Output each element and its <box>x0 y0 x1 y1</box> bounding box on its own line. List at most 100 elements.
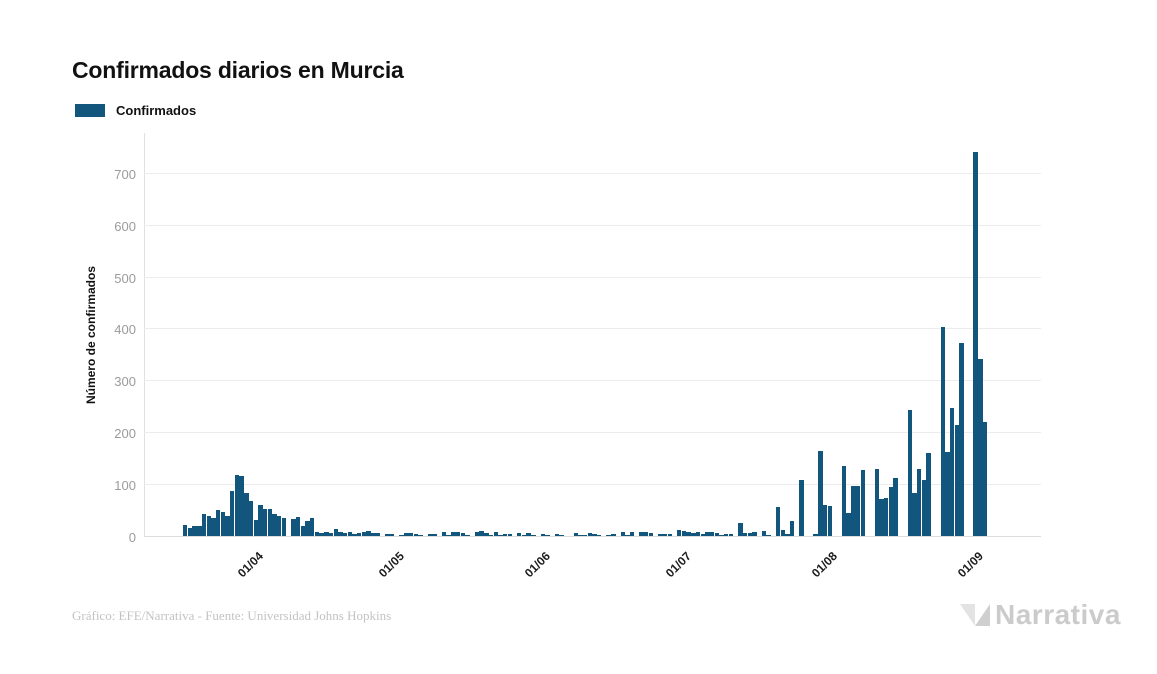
bar-20/08 <box>916 469 922 536</box>
bar-05/07 <box>700 534 705 536</box>
bar-03/09 <box>982 421 988 536</box>
x-axis-tick-labels: 01/04 01/05 01/06 01/07 01/08 01/09 <box>144 537 1041 597</box>
bar-04/06 <box>554 533 560 536</box>
bar-04/07 <box>695 532 701 536</box>
bar-11/08 <box>874 468 880 536</box>
gridline-100 <box>144 484 1041 486</box>
bar-05/06 <box>559 534 564 536</box>
y-tick-label-200: 200 <box>114 426 136 442</box>
bar-06/05 <box>418 534 423 536</box>
bar-20/03 <box>197 525 202 536</box>
bar-31/07 <box>822 504 828 536</box>
bar-09/07 <box>719 535 724 536</box>
bar-31/03 <box>248 500 254 536</box>
bar-25/03 <box>220 511 226 536</box>
bar-30/03 <box>244 492 249 536</box>
bar-25/04 <box>366 530 371 536</box>
x-tick-label-01-09: 01/09 <box>954 549 986 581</box>
y-tick-label-500: 500 <box>114 270 136 286</box>
bar-23/04 <box>357 533 362 536</box>
bar-15/08 <box>893 478 898 536</box>
bar-23/07 <box>785 533 790 536</box>
bar-18/07 <box>761 530 767 536</box>
bar-28/08 <box>954 425 959 536</box>
bar-22/07 <box>780 529 785 536</box>
bar-27/04 <box>375 533 381 536</box>
bar-03/05 <box>404 533 409 536</box>
y-axis-tick-labels: 0 100 200 300 400 500 600 700 <box>0 133 136 544</box>
bar-01/08 <box>827 505 832 536</box>
legend-label: Confirmados <box>116 103 197 118</box>
bar-29/04 <box>385 534 390 536</box>
bar-24/06 <box>648 532 654 536</box>
narrativa-logo-text: Narrativa <box>995 599 1121 630</box>
bar-08/08 <box>860 469 865 536</box>
bar-29/07 <box>813 534 818 536</box>
bar-19/06 <box>625 535 630 536</box>
x-axis-line <box>144 536 1041 537</box>
y-tick-label-100: 100 <box>114 478 136 494</box>
bar-23/03 <box>211 518 216 536</box>
narrativa-logo: Narrativa <box>958 599 1121 631</box>
bar-04/08 <box>841 465 847 536</box>
legend: Confirmados <box>75 103 196 118</box>
bar-16/06 <box>611 534 616 536</box>
bar-02/09 <box>978 358 983 536</box>
bar-02/04 <box>258 504 263 536</box>
bar-14/05 <box>455 531 461 536</box>
bar-26/03 <box>225 515 230 536</box>
bar-03/04 <box>262 508 268 536</box>
gridline-300 <box>144 380 1041 382</box>
bar-29/03 <box>239 476 244 536</box>
bar-11/04 <box>300 525 306 536</box>
gridline-500 <box>144 276 1041 278</box>
bar-06/07 <box>705 531 710 536</box>
bar-07/07 <box>709 532 715 536</box>
gridline-700 <box>144 172 1041 174</box>
bar-13/07 <box>738 523 743 536</box>
bar-20/06 <box>629 532 635 536</box>
bar-16/05 <box>465 534 470 536</box>
legend-swatch-icon <box>75 104 105 117</box>
bar-06/08 <box>851 486 856 536</box>
bar-03/07 <box>691 532 696 536</box>
bar-04/05 <box>408 532 414 536</box>
bar-23/06 <box>644 531 649 536</box>
bar-17/03 <box>183 524 188 536</box>
bar-01/06 <box>540 533 545 536</box>
bar-08/07 <box>714 533 720 536</box>
bar-chart-plot-area <box>144 133 1041 537</box>
bar-21/08 <box>921 479 927 536</box>
bar-26/04 <box>371 533 376 536</box>
bar-10/07 <box>724 533 729 536</box>
bar-20/05 <box>484 532 489 536</box>
bar-22/04 <box>352 533 357 536</box>
bar-24/03 <box>215 509 221 536</box>
bar-13/08 <box>884 497 889 536</box>
bar-01/09 <box>973 151 978 536</box>
bar-06/04 <box>277 516 282 536</box>
bar-13/06 <box>597 534 602 536</box>
bar-18/06 <box>620 532 625 536</box>
bar-14/07 <box>742 533 748 536</box>
bar-13/04 <box>310 518 315 536</box>
narrativa-logo-icon <box>960 604 990 626</box>
bar-12/04 <box>305 520 310 536</box>
bar-28/05 <box>521 534 527 536</box>
bar-15/07 <box>747 532 752 536</box>
bar-26/06 <box>658 533 663 536</box>
bar-05/05 <box>413 534 418 536</box>
bar-21/07 <box>775 507 781 536</box>
chart-source-credit: Gráfico: EFE/Narrativa - Fuente: Univers… <box>72 608 392 623</box>
bar-11/06 <box>587 533 593 536</box>
gridline-200 <box>144 432 1041 434</box>
bar-07/04 <box>281 517 287 536</box>
bar-09/06 <box>578 534 583 536</box>
y-tick-label-700: 700 <box>114 166 136 182</box>
bar-19/03 <box>192 525 197 536</box>
bar-21/03 <box>201 514 207 536</box>
bar-01/07 <box>681 531 687 536</box>
bar-26/08 <box>945 452 950 536</box>
bar-09/05 <box>432 534 437 536</box>
bar-19/08 <box>912 492 917 536</box>
